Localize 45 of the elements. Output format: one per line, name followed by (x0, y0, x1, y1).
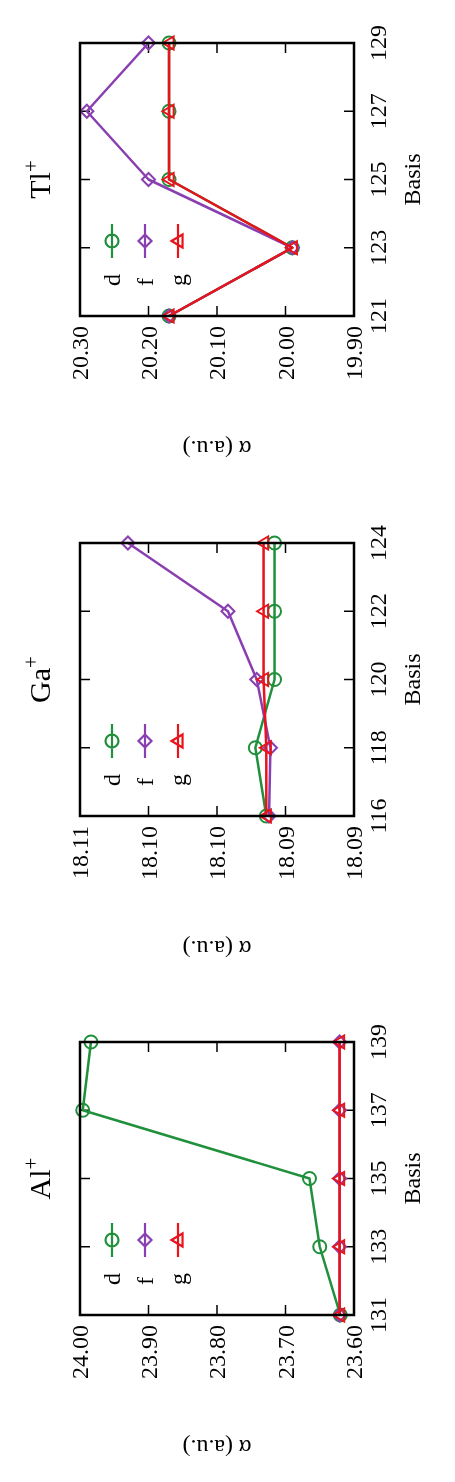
y-tick-label: 135 (365, 1160, 391, 1197)
y-axis-title: Basis (399, 153, 425, 206)
y-tick-label: 120 (365, 661, 391, 698)
x-tick-label: 24.00 (67, 1325, 94, 1379)
y-tick-label: 133 (365, 1228, 391, 1265)
legend-label: d (99, 1273, 126, 1285)
x-axis-title: α (a.u.) (182, 936, 252, 962)
x-tick-label: 18.10 (204, 826, 231, 880)
y-tick-label: 137 (365, 1092, 391, 1129)
y-tick-label: 122 (365, 593, 391, 630)
legend-label: g (165, 1273, 192, 1285)
y-tick-label: 139 (365, 1024, 391, 1060)
x-tick-label: 19.90 (341, 326, 368, 380)
y-axis-title: Basis (399, 1152, 425, 1205)
y-tick-label: 127 (365, 93, 391, 130)
x-tick-label: 20.30 (67, 326, 94, 380)
x-axis-title: α (a.u.) (182, 436, 252, 462)
x-tick-label: 23.60 (341, 1325, 368, 1379)
y-tick-label: 129 (365, 25, 391, 61)
x-tick-label: 18.11 (67, 826, 94, 880)
legend-label: f (132, 278, 159, 286)
x-tick-label: 18.10 (135, 826, 162, 880)
y-tick-label: 116 (365, 798, 391, 834)
y-tick-label: 118 (365, 730, 391, 766)
legend-label: g (165, 774, 192, 786)
x-tick-label: 23.80 (204, 1325, 231, 1379)
y-tick-label: 124 (365, 525, 391, 561)
x-tick-label: 20.10 (204, 326, 231, 380)
y-tick-label: 125 (365, 161, 391, 198)
x-tick-label: 23.70 (272, 1325, 299, 1379)
legend-label: f (132, 778, 159, 786)
x-tick-label: 18.09 (272, 826, 299, 880)
y-tick-label: 123 (365, 229, 391, 266)
x-axis-title: α (a.u.) (182, 1435, 252, 1461)
x-tick-label: 20.20 (135, 326, 162, 380)
legend-label: f (132, 1277, 159, 1285)
y-tick-label: 131 (365, 1297, 391, 1333)
y-tick-label: 121 (365, 298, 391, 334)
legend-label: d (99, 774, 126, 786)
legend-label: d (99, 274, 126, 286)
x-tick-label: 20.00 (272, 326, 299, 380)
x-tick-label: 18.09 (341, 826, 368, 880)
legend-label: g (165, 274, 192, 286)
x-tick-label: 23.90 (135, 1325, 162, 1379)
y-axis-title: Basis (399, 653, 425, 706)
